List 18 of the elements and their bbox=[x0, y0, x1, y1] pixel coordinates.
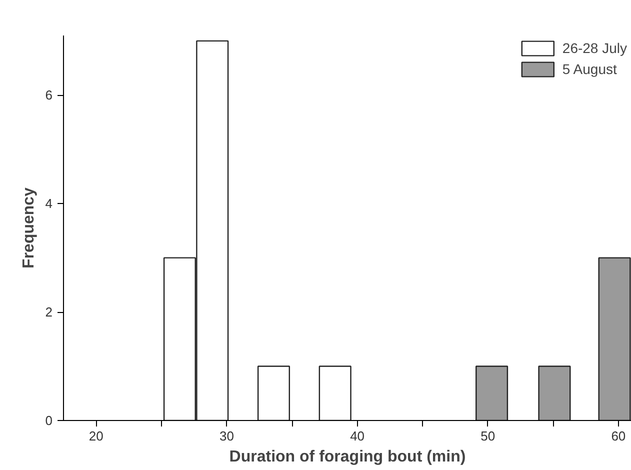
bar bbox=[598, 257, 631, 420]
bar bbox=[257, 366, 290, 420]
bar bbox=[538, 366, 571, 420]
x-tick-label: 20 bbox=[88, 428, 104, 444]
y-tick-label: 2 bbox=[45, 304, 53, 320]
bar bbox=[318, 366, 352, 420]
x-tick-label: 60 bbox=[611, 428, 626, 444]
legend-label: 5 August bbox=[562, 61, 617, 77]
y-tick-label: 4 bbox=[45, 196, 53, 212]
x-tick-label: 40 bbox=[350, 428, 365, 444]
y-tick-label: 0 bbox=[45, 413, 53, 428]
x-axis-title: Duration of foraging bout (min) bbox=[229, 448, 466, 466]
x-tick-label: 50 bbox=[480, 428, 496, 444]
bar bbox=[476, 366, 508, 420]
legend-label: 26-28 July bbox=[562, 40, 627, 56]
x-tick-label: 30 bbox=[219, 428, 234, 444]
y-axis-title: Frequency bbox=[20, 187, 38, 268]
y-tick-label: 6 bbox=[45, 88, 53, 103]
